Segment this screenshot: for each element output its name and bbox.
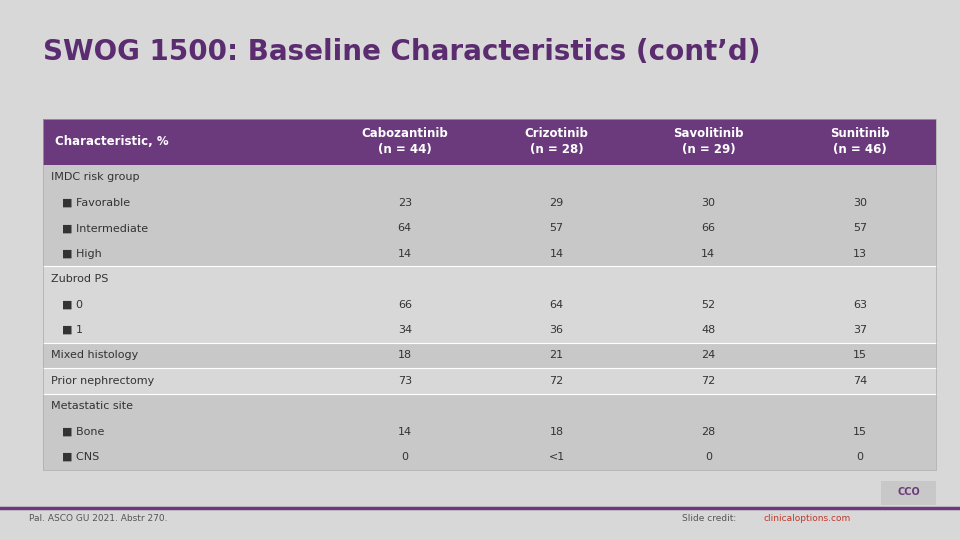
Text: 30: 30 [853, 198, 867, 208]
Text: 36: 36 [549, 325, 564, 335]
Text: 66: 66 [702, 223, 715, 233]
Text: CCO: CCO [898, 488, 921, 497]
Text: 34: 34 [397, 325, 412, 335]
Text: IMDC risk group: IMDC risk group [51, 172, 139, 183]
Text: Pal. ASCO GU 2021. Abstr 270.: Pal. ASCO GU 2021. Abstr 270. [29, 514, 167, 523]
Text: 13: 13 [853, 249, 867, 259]
Text: ■ 0: ■ 0 [62, 300, 84, 309]
Text: 21: 21 [549, 350, 564, 360]
Text: 0: 0 [705, 452, 711, 462]
Text: Mixed histology: Mixed histology [51, 350, 138, 360]
Text: 23: 23 [397, 198, 412, 208]
Text: <1: <1 [548, 452, 564, 462]
Text: Zubrod PS: Zubrod PS [51, 274, 108, 284]
Text: ■ Favorable: ■ Favorable [62, 198, 131, 208]
Text: ■ CNS: ■ CNS [62, 452, 100, 462]
Text: Crizotinib
(n = 28): Crizotinib (n = 28) [524, 127, 588, 156]
Text: 37: 37 [853, 325, 867, 335]
Text: ■ Bone: ■ Bone [62, 427, 105, 437]
Text: Prior nephrectomy: Prior nephrectomy [51, 376, 155, 386]
Text: 48: 48 [701, 325, 715, 335]
Text: 64: 64 [397, 223, 412, 233]
Text: 15: 15 [853, 350, 867, 360]
Text: 0: 0 [401, 452, 408, 462]
Text: clinicaloptions.com: clinicaloptions.com [763, 514, 851, 523]
Text: 29: 29 [549, 198, 564, 208]
Text: 0: 0 [856, 452, 864, 462]
Text: Characteristic, %: Characteristic, % [55, 135, 168, 148]
Text: Slide credit:: Slide credit: [682, 514, 739, 523]
Text: 57: 57 [853, 223, 867, 233]
Text: ■ High: ■ High [62, 249, 102, 259]
Text: 30: 30 [702, 198, 715, 208]
Text: Savolitinib
(n = 29): Savolitinib (n = 29) [673, 127, 744, 156]
Text: 66: 66 [397, 300, 412, 309]
Text: 24: 24 [701, 350, 715, 360]
Text: 18: 18 [549, 427, 564, 437]
Text: ■ 1: ■ 1 [62, 325, 84, 335]
Text: 72: 72 [549, 376, 564, 386]
Text: 14: 14 [701, 249, 715, 259]
Text: 15: 15 [853, 427, 867, 437]
Text: SWOG 1500: Baseline Characteristics (cont’d): SWOG 1500: Baseline Characteristics (con… [43, 38, 760, 66]
Text: 72: 72 [701, 376, 715, 386]
Text: 74: 74 [853, 376, 867, 386]
Text: 14: 14 [549, 249, 564, 259]
Text: Sunitinib
(n = 46): Sunitinib (n = 46) [830, 127, 890, 156]
Text: 14: 14 [397, 427, 412, 437]
Text: 28: 28 [701, 427, 715, 437]
Text: 18: 18 [397, 350, 412, 360]
Text: 64: 64 [549, 300, 564, 309]
Text: 52: 52 [701, 300, 715, 309]
Text: ■ Intermediate: ■ Intermediate [62, 223, 149, 233]
Text: Metastatic site: Metastatic site [51, 401, 132, 411]
Text: 73: 73 [397, 376, 412, 386]
Text: Cabozantinib
(n = 44): Cabozantinib (n = 44) [361, 127, 448, 156]
Text: 63: 63 [853, 300, 867, 309]
Text: 57: 57 [549, 223, 564, 233]
Text: 14: 14 [397, 249, 412, 259]
